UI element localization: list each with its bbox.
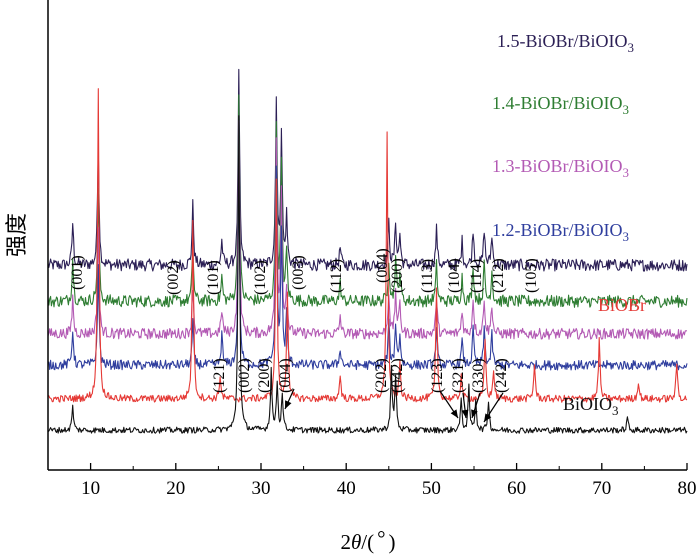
peak-index-label: (123) [429,358,446,393]
series-line [47,88,688,403]
peak-index-label: (004) [374,248,391,283]
peak-index-label: (321) [450,358,467,393]
peak-index-label: (003) [290,255,307,290]
peak-index-label: (113) [419,259,436,293]
x-tick-label: 80 [678,478,697,499]
peak-index-label: (121) [211,358,228,393]
x-tick-label: 60 [507,478,526,499]
annotation-arrow-head [285,400,292,409]
peak-index-label: (104) [446,258,463,293]
peak-index-label: (200) [389,258,406,293]
series-line [47,68,688,272]
peak-index-label: (114) [468,259,485,293]
x-tick-label: 70 [592,478,611,499]
annotation-arrow-head [471,409,478,418]
peak-index-label: (212) [490,258,507,293]
x-axis-label-close: ) [389,530,396,554]
peak-index-label: (101) [205,260,222,295]
x-axis-label-suffix: /( [361,530,374,554]
series-name-label: 1.4-BiOBr/BiOIO3 [492,93,629,117]
x-tick-label: 30 [252,478,271,499]
annotation-arrow-head [484,413,492,422]
x-tick-label: 10 [81,478,100,499]
x-tick-label: 50 [422,478,441,499]
peak-index-label: (001) [69,255,86,290]
series-line [47,115,688,434]
annotation-arrow-head [450,409,458,418]
peak-index-label: (202) [373,358,390,393]
y-axis-label: 强度 [5,213,30,257]
peak-index-label: (200) [256,358,273,393]
series-name-label: BiOBr [598,295,646,315]
peak-index-label: (004) [277,358,294,393]
x-axis-label-degree: ° [377,526,385,550]
series-name-label: 1.2-BiOBr/BiOIO3 [492,220,629,244]
series-name-label: 1.3-BiOBr/BiOIO3 [492,156,629,180]
x-axis-label-theta: θ [351,530,361,554]
peak-index-label: (042) [389,358,406,393]
peak-index-label: (102) [252,260,269,295]
peak-index-label: (112) [328,259,345,293]
peak-index-label: (105) [523,258,540,293]
x-tick-label: 40 [337,478,356,499]
peak-index-label: (330) [470,358,487,393]
series-name-label: BiOIO3 [563,394,619,418]
peak-index-label: (242) [493,358,510,393]
series-name-label: 1.5-BiOBr/BiOIO3 [497,31,634,55]
x-axis-label-prefix: 2 [340,530,351,554]
series-line [47,94,688,308]
peak-index-label: (002) [165,260,182,295]
x-tick-label: 20 [166,478,185,499]
series-line [47,120,688,340]
annotation-arrow-head [461,409,469,418]
x-axis-label: 2θ/(°) [340,526,395,554]
peak-index-label: (002) [236,358,253,393]
series-line [47,165,688,371]
